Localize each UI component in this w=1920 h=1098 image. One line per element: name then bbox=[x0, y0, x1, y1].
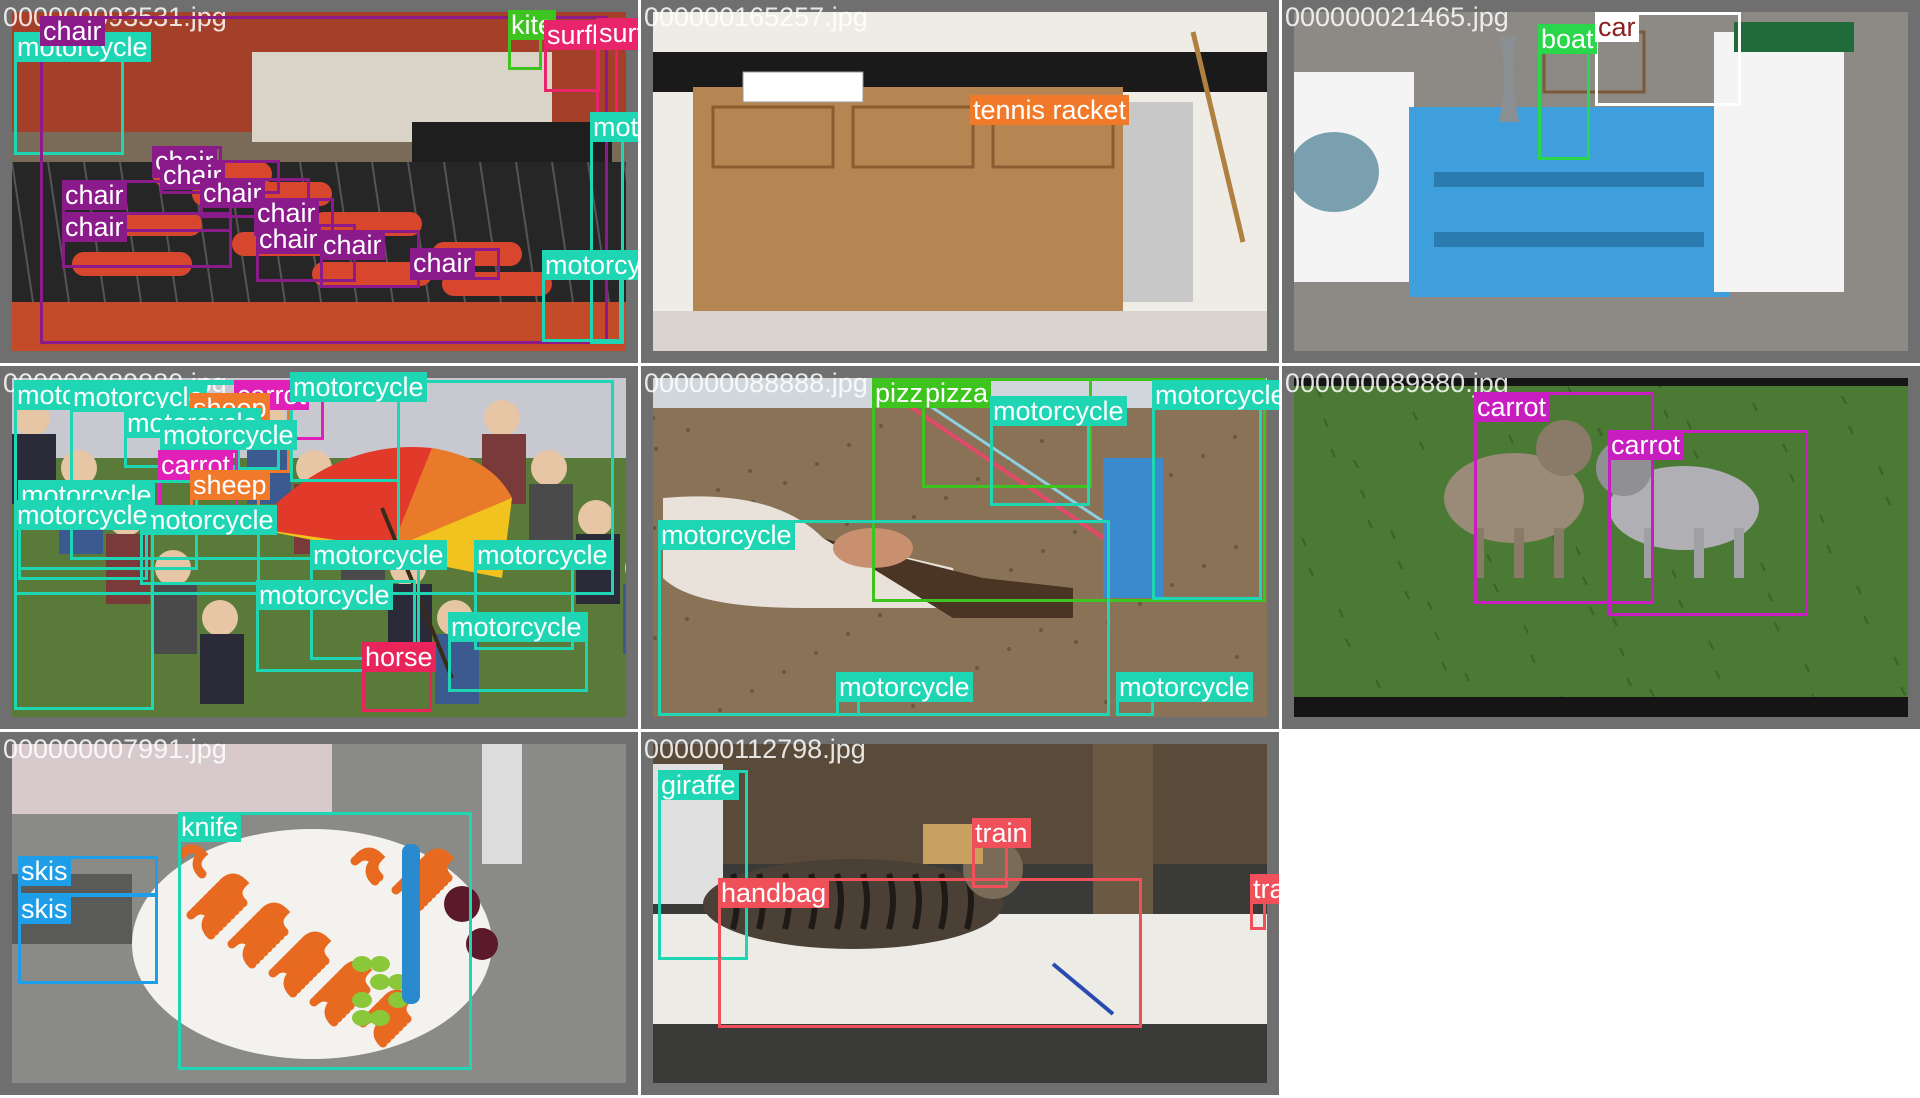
image-tile: 000000089880.jpg carrot carrot bbox=[1282, 366, 1920, 729]
detection-label: motorcycle bbox=[310, 540, 447, 570]
image-filename: 000000089880.jpg bbox=[1285, 368, 1509, 398]
detection-box bbox=[40, 16, 608, 344]
image-tile: 000000088888.jpg pizza pizza motorcycle moto… bbox=[641, 366, 1279, 729]
image-tile: 000000112798.jpg giraffe train handbag train bbox=[641, 732, 1279, 1095]
image-filename: 000000021465.jpg bbox=[1285, 2, 1509, 32]
detection-label: chair bbox=[40, 16, 105, 46]
furniture-scene bbox=[1294, 12, 1908, 351]
detection-label: chair bbox=[62, 212, 127, 242]
detection-label: motorcycle bbox=[590, 112, 638, 142]
image-filename: 000000088888.jpg bbox=[644, 368, 868, 398]
detection-label: chair bbox=[62, 180, 127, 210]
detection-label: chair bbox=[320, 230, 385, 260]
detection-label: tennis racket bbox=[970, 95, 1130, 125]
image-filename: 000000007991.jpg bbox=[3, 734, 227, 764]
image-tile: 000000165257.jpg tennis racket bbox=[641, 0, 1279, 363]
detection-label: surfboard bbox=[596, 18, 638, 48]
image-tile: 000000093531.jpgmotorcyclechairkitesurfb… bbox=[0, 0, 638, 363]
detection-label: motorcycle bbox=[990, 396, 1127, 426]
detection-label: knife bbox=[178, 812, 242, 842]
detection-label: motorcycle bbox=[542, 250, 638, 280]
detection-box bbox=[1595, 12, 1741, 106]
detection-label: chair bbox=[410, 248, 475, 278]
detection-label: motorcycle bbox=[160, 420, 297, 450]
detection-label: motorcycle bbox=[290, 372, 427, 402]
detection-label: motorcycle bbox=[658, 520, 795, 550]
detection-box bbox=[18, 894, 158, 984]
detection-label: horse bbox=[362, 642, 436, 672]
detection-label: carrot bbox=[1608, 430, 1684, 460]
detection-label: motorcycle bbox=[448, 612, 585, 642]
detection-label: skis bbox=[18, 894, 71, 924]
kitchen-scene bbox=[653, 12, 1267, 351]
image-filename: 000000112798.jpg bbox=[644, 734, 866, 764]
detection-label: motorcycle bbox=[1116, 672, 1253, 702]
detection-label: boat bbox=[1538, 24, 1597, 54]
detection-label: chair bbox=[200, 178, 265, 208]
detection-box bbox=[658, 520, 1110, 716]
detection-label: motorcycle bbox=[1152, 380, 1279, 410]
image-tile: 000000007991.jpg knife skis skis bbox=[0, 732, 638, 1095]
detection-label: pizza bbox=[922, 378, 992, 408]
detection-label: motorcycle bbox=[836, 672, 973, 702]
detection-box bbox=[1474, 392, 1654, 604]
detection-box bbox=[1152, 380, 1262, 600]
image-filename: 000000165257.jpg bbox=[644, 2, 868, 32]
carrots-plate-scene bbox=[12, 744, 626, 1083]
detection-label: car bbox=[1595, 12, 1639, 42]
image-tile: 000000021465.jpg boat car bbox=[1282, 0, 1920, 363]
image-tile: 000000089880.jpgmotorcyclemotorcyclecarr… bbox=[0, 366, 638, 729]
detection-label: skis bbox=[18, 856, 71, 886]
detection-box bbox=[1608, 430, 1808, 616]
detection-box bbox=[922, 378, 1092, 488]
detection-label: giraffe bbox=[658, 770, 739, 800]
detection-label: handbag bbox=[718, 878, 830, 908]
detection-label: carrot bbox=[1474, 392, 1550, 422]
detection-label: motorcycle bbox=[256, 580, 393, 610]
detection-label: chair bbox=[256, 224, 321, 254]
detection-label: motorcycle bbox=[474, 540, 611, 570]
detection-box bbox=[718, 878, 1142, 1028]
detection-label: motorcycle bbox=[14, 500, 151, 530]
detection-label: chair bbox=[254, 198, 319, 228]
detection-label: train bbox=[1250, 874, 1279, 904]
detection-label: motorcycle bbox=[70, 382, 207, 412]
detection-label: motorcycle bbox=[140, 505, 277, 535]
detection-box bbox=[178, 812, 472, 1070]
detection-box bbox=[14, 500, 154, 710]
detection-label: sheep bbox=[190, 470, 270, 500]
detection-label: train bbox=[972, 818, 1031, 848]
